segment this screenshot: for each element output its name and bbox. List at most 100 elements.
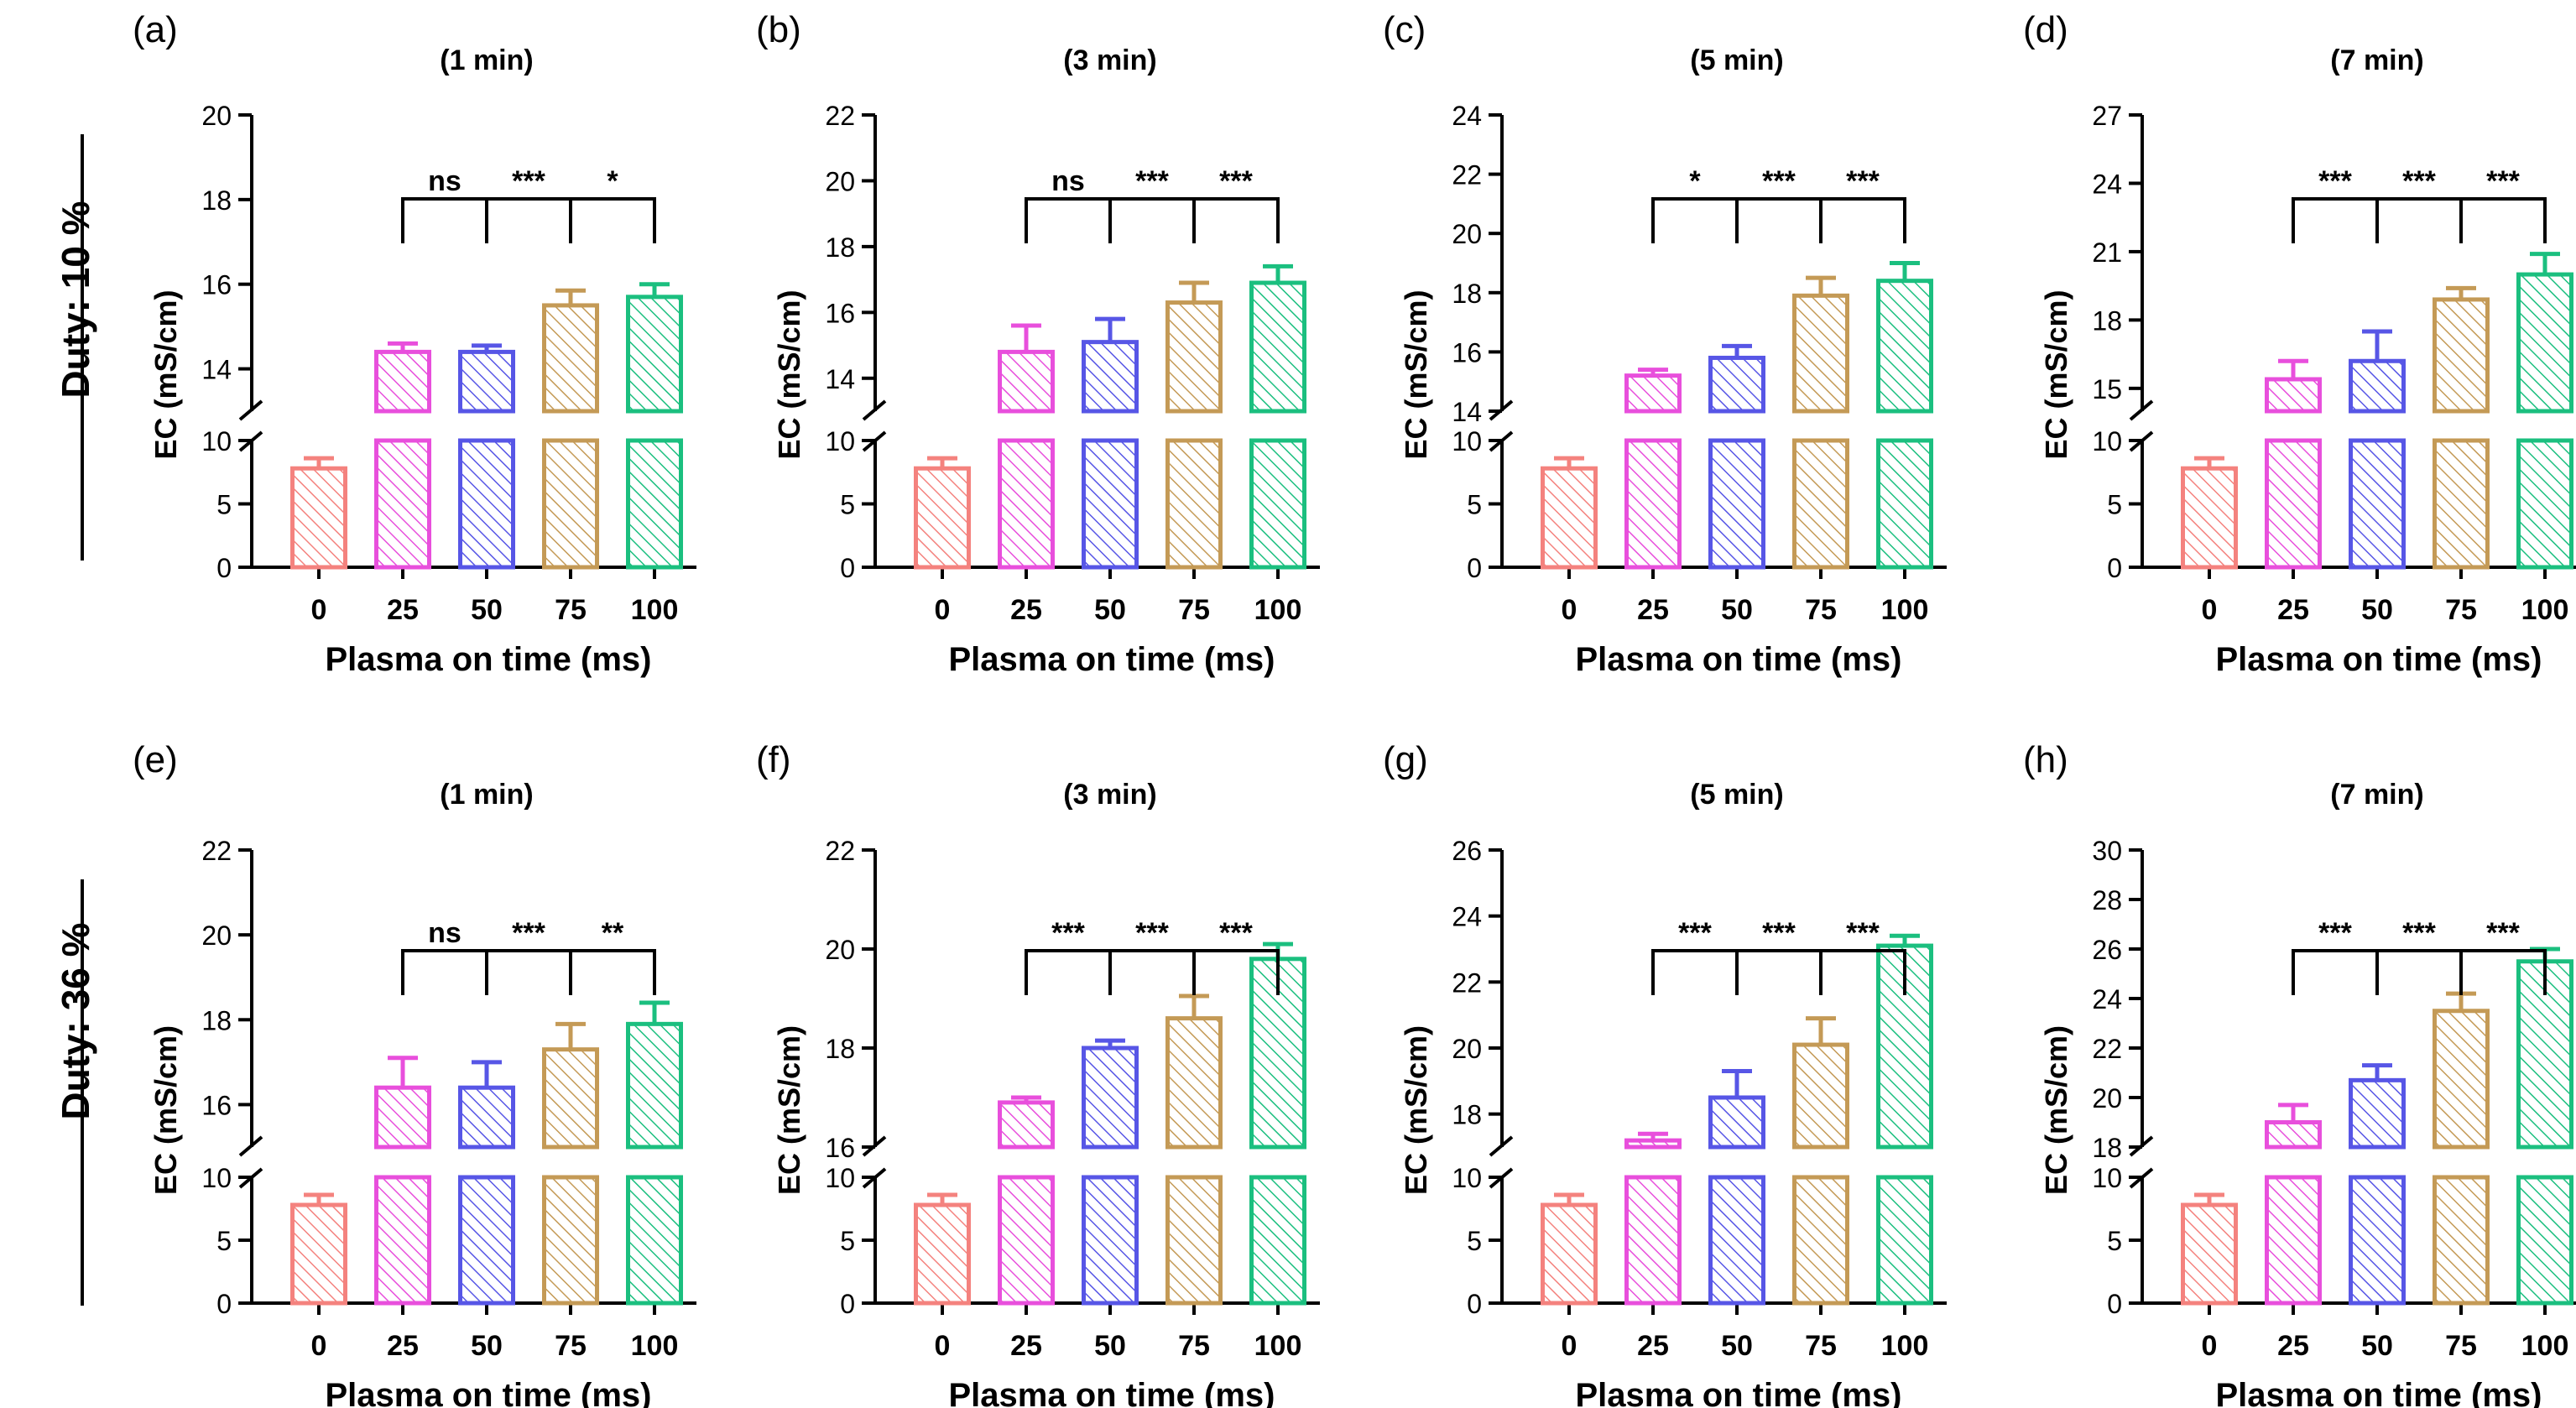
bar <box>458 349 515 414</box>
y-tick-label: 0 <box>840 1289 855 1319</box>
significance-label: *** <box>2486 165 2520 197</box>
y-tick-label: 14 <box>825 364 855 394</box>
significance-bracket <box>1192 949 1280 995</box>
bar <box>290 466 347 570</box>
bar <box>1792 1175 1849 1306</box>
y-tick-label: 24 <box>2092 169 2122 199</box>
bar <box>1082 438 1139 570</box>
bar <box>542 1175 599 1306</box>
y-tick-label: 24 <box>1452 101 1482 131</box>
y-tick-label: 18 <box>1452 1100 1482 1130</box>
axis-break-mark <box>238 1135 263 1157</box>
y-tick-label: 0 <box>216 1289 232 1319</box>
x-axis-label: Plasma on time (ms) <box>948 641 1275 678</box>
significance-label: *** <box>2402 917 2436 949</box>
significance-bracket <box>401 949 488 995</box>
bar <box>1624 1138 1682 1150</box>
bar <box>1082 1175 1139 1306</box>
x-tick-label: 75 <box>1805 1330 1837 1362</box>
significance-label: *** <box>1219 165 1253 197</box>
bar <box>1876 1175 1933 1306</box>
x-tick-label: 75 <box>555 594 587 626</box>
x-tick-label: 100 <box>631 594 679 626</box>
significance-bracket <box>1735 949 1822 995</box>
bar <box>998 438 1055 570</box>
y-tick-label: 16 <box>825 298 855 328</box>
x-tick-label: 100 <box>631 1330 679 1362</box>
bar <box>374 1175 431 1306</box>
x-axis-label: Plasma on time (ms) <box>325 641 651 678</box>
bar <box>2181 1202 2238 1306</box>
significance-bracket <box>1735 197 1822 243</box>
y-tick-label: 24 <box>2092 984 2122 1014</box>
bar <box>374 438 431 570</box>
bar <box>2265 1120 2322 1150</box>
y-tick-label: 21 <box>2092 237 2122 268</box>
bar <box>374 1085 431 1150</box>
significance-bracket <box>1108 949 1196 995</box>
bar <box>2349 358 2406 414</box>
y-tick-label: 20 <box>825 166 855 196</box>
row-divider-bottom <box>81 879 84 1306</box>
panel-letter: (f) <box>756 739 791 780</box>
x-tick-label: 100 <box>2521 594 2569 626</box>
panel-a: (a) (1 min) 14 16 18 20 0 5 10 EC (mS/cm) 0 25 50 75 1… <box>133 9 696 678</box>
x-tick-label: 50 <box>1094 1330 1126 1362</box>
y-tick-label: 5 <box>2107 490 2122 520</box>
significance-label: *** <box>1135 165 1169 197</box>
x-tick-label: 75 <box>1178 594 1210 626</box>
significance-bracket <box>569 949 656 995</box>
y-tick-label: 20 <box>1452 219 1482 249</box>
panel-letter: (c) <box>1383 9 1426 50</box>
x-tick-label: 75 <box>2445 594 2477 626</box>
bar <box>914 466 971 570</box>
panel-letter: (h) <box>2023 739 2068 780</box>
significance-bracket <box>1025 197 1112 243</box>
panel-letter: (g) <box>1383 739 1428 780</box>
significance-label: *** <box>2318 165 2352 197</box>
y-tick-label: 16 <box>201 270 232 300</box>
y-tick-label: 18 <box>2092 305 2122 336</box>
x-tick-label: 0 <box>935 594 951 626</box>
x-tick-label: 0 <box>935 1330 951 1362</box>
panel-title: (1 min) <box>440 779 533 811</box>
significance-label: * <box>607 165 618 197</box>
panel-letter: (a) <box>133 9 178 50</box>
x-tick-label: 25 <box>2277 594 2309 626</box>
y-tick-label: 15 <box>2092 374 2122 404</box>
x-tick-label: 100 <box>1254 594 1302 626</box>
significance-bracket <box>2292 197 2379 243</box>
bar <box>542 303 599 414</box>
bar <box>458 1085 515 1150</box>
y-tick-label: 22 <box>2092 1034 2122 1064</box>
panel-c: (c) (5 min) 14 16 18 20 22 24 0 5 10 EC (mS/cm) 0 25 5… <box>1383 9 1947 678</box>
y-axis-label: EC (mS/cm) <box>772 289 806 459</box>
x-tick-label: 50 <box>1721 1330 1753 1362</box>
y-tick-label: 20 <box>825 935 855 965</box>
bar <box>2265 377 2322 414</box>
bar <box>2265 1175 2322 1306</box>
bar <box>1792 1042 1849 1150</box>
x-tick-label: 0 <box>2202 594 2218 626</box>
significance-label: *** <box>512 165 545 197</box>
y-tick-label: 10 <box>2092 426 2122 456</box>
y-tick-label: 20 <box>201 101 232 131</box>
y-tick-label: 5 <box>840 490 855 520</box>
bar <box>1708 355 1765 414</box>
y-tick-label: 18 <box>825 1034 855 1064</box>
bar <box>458 438 515 570</box>
x-axis-label: Plasma on time (ms) <box>1575 641 1901 678</box>
significance-bracket <box>1025 949 1112 995</box>
bar <box>2433 438 2490 570</box>
y-tick-label: 5 <box>216 490 232 520</box>
y-tick-label: 20 <box>2092 1083 2122 1113</box>
x-tick-label: 75 <box>1805 594 1837 626</box>
y-tick-label: 5 <box>216 1226 232 1256</box>
panel-g: (g) (5 min) 18 20 22 24 26 0 5 10 EC (mS/cm) 0 25 50 7… <box>1383 739 1947 1408</box>
panel-d: (d) (7 min) 15 18 21 24 27 0 5 10 EC (mS/cm) 0 25 50 7… <box>2023 9 2576 678</box>
bar <box>2433 1175 2490 1306</box>
y-tick-label: 18 <box>201 1005 232 1035</box>
significance-bracket <box>1651 197 1739 243</box>
panel-e: (e) (1 min) 16 18 20 22 0 5 10 EC (mS/cm) 0 25 50 75 1… <box>133 739 696 1408</box>
y-tick-label: 0 <box>1467 553 1482 583</box>
